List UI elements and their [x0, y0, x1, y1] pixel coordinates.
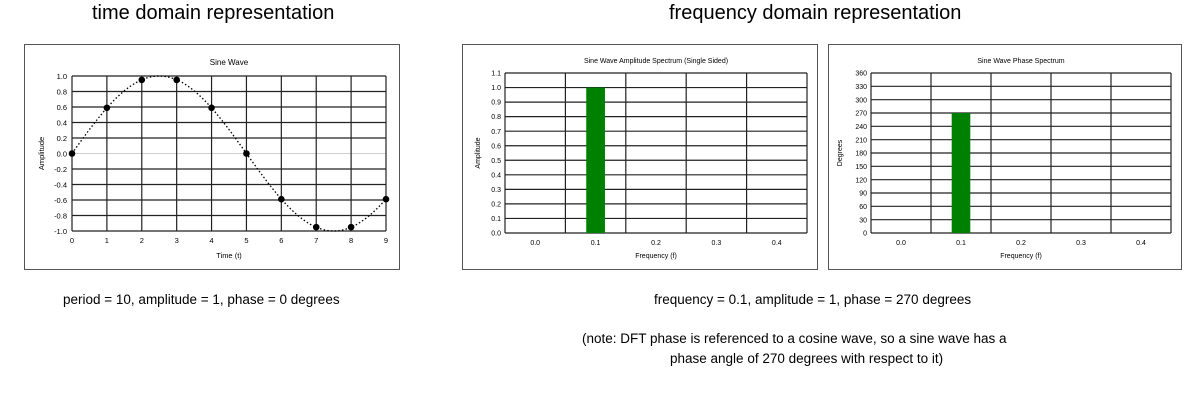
x-tick-label: 6	[279, 236, 283, 245]
y-tick-label: 300	[855, 97, 867, 104]
y-tick-label: 60	[859, 204, 867, 211]
time-domain-caption: period = 10, amplitude = 1, phase = 0 de…	[63, 292, 340, 307]
y-tick-label: 0.2	[491, 202, 501, 209]
y-tick-label: 240	[855, 124, 867, 131]
y-tick-label: 120	[855, 177, 867, 184]
x-axis-label: Time (t)	[216, 251, 242, 260]
phase-spectrum-chart: Sine Wave Phase Spectrum3603303002702402…	[837, 58, 1172, 260]
x-tick-label: 4	[209, 236, 213, 245]
y-tick-label: 0.0	[57, 150, 67, 159]
y-tick-label: 0.7	[491, 129, 501, 136]
x-tick-label: 0.1	[591, 240, 601, 247]
note-line-2: phase angle of 270 degrees with respect …	[670, 351, 944, 366]
sine-curve	[71, 75, 387, 232]
amplitude-spectrum-chart-panel: Sine Wave Amplitude Spectrum (Single Sid…	[462, 44, 818, 270]
y-tick-label: 90	[859, 191, 867, 198]
chart-title: Sine Wave Amplitude Spectrum (Single Sid…	[584, 58, 728, 65]
y-tick-label: 360	[855, 71, 867, 78]
y-tick-label: 0.2	[57, 134, 67, 143]
x-tick-label: 8	[349, 236, 353, 245]
y-tick-label: -0.6	[54, 196, 67, 205]
y-tick-label: -0.2	[54, 165, 67, 174]
amplitude-spectrum-chart: Sine Wave Amplitude Spectrum (Single Sid…	[475, 58, 808, 260]
y-tick-label: 1.0	[57, 72, 67, 81]
x-tick-label: 0.0	[530, 240, 540, 247]
x-axis-label: Frequency (f)	[635, 253, 677, 260]
y-tick-label: 150	[855, 164, 867, 171]
y-tick-label: 270	[855, 111, 867, 118]
x-tick-label: 0.0	[896, 240, 906, 247]
y-tick-label: 0.6	[57, 103, 67, 112]
data-point	[243, 150, 250, 157]
data-point	[138, 76, 146, 84]
frequency-domain-caption: frequency = 0.1, amplitude = 1, phase = …	[654, 292, 972, 307]
y-tick-label: 0.0	[491, 231, 501, 238]
data-point	[173, 76, 180, 84]
data-point	[208, 104, 215, 112]
data-point	[103, 104, 111, 112]
x-tick-label: 0.2	[1016, 240, 1026, 247]
y-tick-label: 0.4	[57, 119, 67, 128]
y-axis-label: Amplitude	[37, 137, 46, 170]
y-tick-label: -0.4	[54, 181, 67, 190]
x-tick-label: 0	[70, 236, 74, 245]
time-domain-heading: time domain representation	[92, 2, 335, 24]
phase-spectrum-chart-panel: Sine Wave Phase Spectrum 360 330 300 270 240 2…	[828, 44, 1182, 270]
sine-wave-chart: Sine Wave 1.0 0.8 0.6 0.4 0.2 0.0 -0.2 -0.4 -0.6 -…	[37, 58, 390, 260]
x-tick-label: 0.3	[712, 240, 722, 247]
y-tick-label: 330	[855, 84, 867, 91]
y-tick-label: 30	[859, 217, 867, 224]
y-tick-label: 0.6	[491, 143, 501, 150]
sine-wave-chart-panel: Sine Wave 1.0 0.8 0.6 0.4 0.2 0.0 -0.2 -0.4 -0.6 -…	[24, 44, 400, 270]
y-tick-label: 0.8	[57, 88, 67, 97]
x-tick-label: 0.3	[1076, 240, 1086, 247]
x-tick-label: 1	[105, 236, 109, 245]
x-tick-label: 0.4	[1136, 240, 1146, 247]
bar	[951, 113, 971, 233]
y-tick-label: 0.8	[491, 114, 501, 121]
y-tick-label: -0.8	[54, 212, 67, 221]
x-tick-label: 0.4	[772, 240, 782, 247]
y-tick-label: 0.5	[491, 158, 501, 165]
chart-title: Sine Wave	[210, 58, 249, 67]
x-tick-label: 9	[384, 236, 388, 245]
y-tick-label: 0.4	[491, 172, 501, 179]
chart-title: Sine Wave Phase Spectrum	[977, 58, 1064, 65]
x-tick-label: 3	[175, 236, 179, 245]
y-tick-label: 0.3	[491, 187, 501, 194]
data-point	[347, 223, 355, 231]
y-tick-label: 0.9	[491, 100, 501, 107]
data-point	[68, 150, 76, 157]
x-tick-label: 7	[314, 236, 318, 245]
x-axis-label: Frequency (f)	[1000, 253, 1042, 260]
y-tick-label: 0.1	[491, 216, 501, 223]
y-tick-label: 0	[863, 231, 867, 238]
note-line-1: (note: DFT phase is referenced to a cosi…	[582, 331, 1007, 346]
y-axis-label: Degrees	[837, 139, 844, 166]
y-axis-label: Amplitude	[475, 137, 482, 168]
y-tick-label: 180	[855, 151, 867, 158]
frequency-domain-heading: frequency domain representation	[669, 2, 962, 24]
x-tick-label: 0.2	[651, 240, 661, 247]
data-point	[278, 195, 285, 203]
y-tick-label: 210	[855, 137, 867, 144]
x-tick-label: 0.1	[956, 240, 966, 247]
x-tick-label: 2	[140, 236, 144, 245]
y-tick-label: 1.0	[491, 85, 501, 92]
data-point	[382, 195, 390, 203]
data-point	[312, 223, 320, 231]
y-tick-label: 1.1	[491, 71, 501, 78]
bar	[586, 87, 605, 233]
y-tick-label: -1.0	[54, 227, 67, 236]
x-tick-label: 5	[244, 236, 248, 245]
